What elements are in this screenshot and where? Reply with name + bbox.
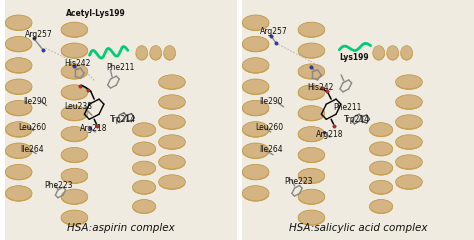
Ellipse shape [298,64,325,79]
Ellipse shape [369,180,392,194]
Ellipse shape [61,64,88,79]
Ellipse shape [61,147,88,162]
Ellipse shape [369,161,392,175]
Ellipse shape [61,210,88,225]
Text: Ile264: Ile264 [259,145,283,155]
Text: Arg257: Arg257 [260,27,288,36]
Ellipse shape [164,46,175,60]
Text: Phe211: Phe211 [106,63,134,72]
Ellipse shape [369,142,392,156]
Text: Arg218: Arg218 [80,124,108,133]
Ellipse shape [298,43,325,58]
Ellipse shape [242,58,269,73]
Ellipse shape [298,189,325,204]
Ellipse shape [242,79,269,94]
Text: Phe223: Phe223 [44,181,73,191]
Ellipse shape [242,36,269,52]
Ellipse shape [61,189,88,204]
Ellipse shape [401,46,412,60]
Ellipse shape [396,95,422,109]
Ellipse shape [298,147,325,162]
Ellipse shape [5,79,32,94]
Ellipse shape [132,142,155,156]
Text: Trp214: Trp214 [344,115,370,125]
Ellipse shape [159,75,185,89]
Ellipse shape [5,58,32,73]
Ellipse shape [369,123,392,137]
Ellipse shape [132,199,155,213]
Ellipse shape [242,143,269,158]
Ellipse shape [159,95,185,109]
Ellipse shape [132,161,155,175]
Ellipse shape [373,46,385,60]
Ellipse shape [387,46,399,60]
Text: His242: His242 [64,59,91,68]
Ellipse shape [61,106,88,121]
Ellipse shape [298,126,325,142]
Text: His242: His242 [307,83,333,92]
Ellipse shape [298,106,325,121]
Ellipse shape [61,22,88,37]
Ellipse shape [396,75,422,89]
Ellipse shape [298,22,325,37]
Ellipse shape [61,85,88,100]
Ellipse shape [242,186,269,201]
Ellipse shape [396,135,422,149]
Text: Leu260: Leu260 [18,123,47,132]
Text: Arg218: Arg218 [316,130,344,139]
Text: Leu238: Leu238 [64,102,92,111]
Ellipse shape [159,115,185,129]
Ellipse shape [242,15,269,30]
Ellipse shape [159,135,185,149]
Text: Phe211: Phe211 [334,103,362,113]
Ellipse shape [396,175,422,189]
Ellipse shape [242,164,269,180]
Ellipse shape [5,186,32,201]
Ellipse shape [5,164,32,180]
Text: Ile264: Ile264 [20,145,44,155]
Ellipse shape [159,155,185,169]
Ellipse shape [132,180,155,194]
Text: Leu260: Leu260 [255,123,284,132]
Ellipse shape [5,143,32,158]
Ellipse shape [61,168,88,183]
Ellipse shape [369,199,392,213]
Text: Ile290: Ile290 [259,97,283,107]
Text: Phe223: Phe223 [285,177,313,186]
Text: Trp214: Trp214 [110,115,137,125]
Ellipse shape [61,43,88,58]
Ellipse shape [5,100,32,116]
Ellipse shape [298,210,325,225]
Ellipse shape [132,123,155,137]
Ellipse shape [396,155,422,169]
Ellipse shape [159,175,185,189]
Text: Lys199: Lys199 [339,53,369,62]
Text: Arg257: Arg257 [25,30,52,39]
Ellipse shape [150,46,162,60]
Ellipse shape [5,122,32,137]
Ellipse shape [5,36,32,52]
Ellipse shape [136,46,148,60]
Text: Ile290: Ile290 [23,97,47,107]
Text: HSA:aspirin complex: HSA:aspirin complex [67,223,175,233]
Ellipse shape [242,122,269,137]
Ellipse shape [298,85,325,100]
Text: HSA:salicylic acid complex: HSA:salicylic acid complex [289,223,427,233]
Ellipse shape [298,168,325,183]
Ellipse shape [5,15,32,30]
Ellipse shape [61,126,88,142]
Text: Acetyl-Lys199: Acetyl-Lys199 [66,9,126,18]
Ellipse shape [396,115,422,129]
Ellipse shape [242,100,269,116]
